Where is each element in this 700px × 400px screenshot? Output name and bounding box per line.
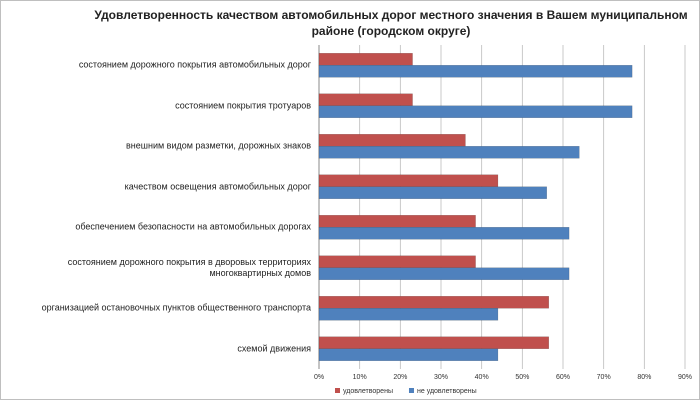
bar [318,308,499,321]
y-tick-label: обеспечением безопасности на автомобильн… [75,221,311,232]
bar [318,227,570,240]
x-tick-label: 80% [637,374,651,381]
x-tick-label: 70% [597,374,611,381]
bar [318,146,580,159]
y-tick-label: внешним видом разметки, дорожных знаков [126,140,311,151]
x-tick-label: 0% [314,374,324,381]
bar [318,53,413,66]
x-tick-label: 50% [515,374,529,381]
y-tick-label: организацией остановочных пунктов общест… [41,302,311,313]
legend-swatch [335,388,340,393]
bar [318,336,550,349]
legend-label: удовлетворены [343,388,393,395]
x-tick-label: 10% [353,374,367,381]
chart-title: Удовлетворенность качеством автомобильны… [94,8,688,38]
legend-label: не удовлетворены [417,388,477,395]
x-tick-label: 20% [393,374,407,381]
bar [318,93,413,106]
y-tick-label: схемой движения [237,343,311,354]
bar [318,174,499,187]
bar [318,255,476,268]
x-tick-label: 90% [678,374,692,381]
x-tick-label: 30% [434,374,448,381]
y-tick-label: качеством освещения автомобильных дорог [124,181,311,192]
x-tick-label: 40% [475,374,489,381]
bar [318,215,476,228]
bar [318,296,550,309]
bar [318,348,499,361]
bar [318,134,466,147]
bar [318,186,547,199]
bar [318,65,633,78]
y-tick-label: состоянием дорожного покрытия автомобиль… [78,59,311,70]
y-tick-label: состоянием покрытия тротуаров [175,100,311,111]
bar [318,267,570,280]
legend-swatch [408,388,414,393]
x-tick-label: 60% [556,374,570,381]
bar [318,105,633,118]
y-tick-label: состоянием дорожного покрытия в дворовых… [67,256,311,278]
